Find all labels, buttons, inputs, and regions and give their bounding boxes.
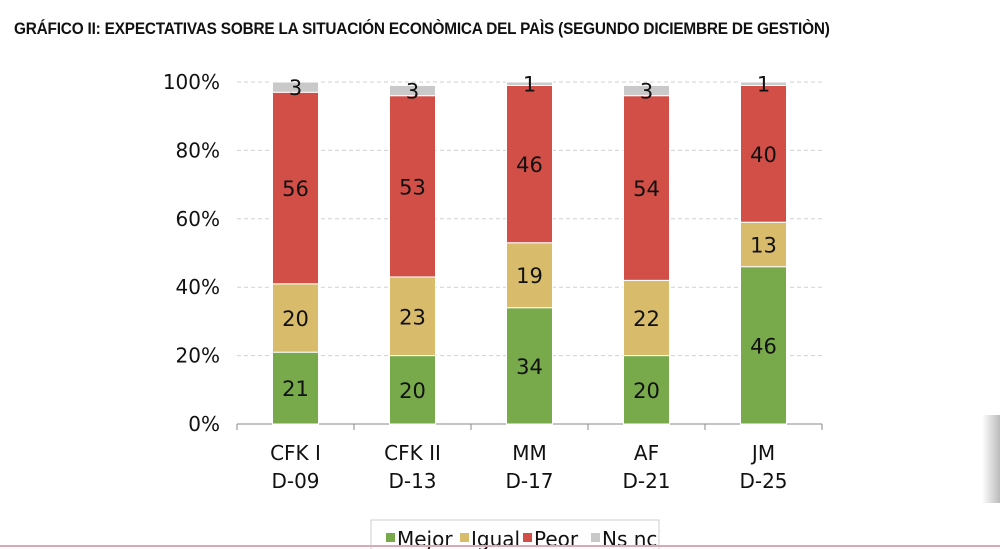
- data-label: 3: [406, 80, 419, 104]
- bar-segment: [272, 91, 319, 285]
- y-tick-label: 20%: [176, 344, 220, 368]
- y-tick-label: 60%: [176, 207, 220, 231]
- bar-segment: [623, 84, 670, 97]
- x-tick-label: D-17: [505, 469, 553, 493]
- x-tick-label: D-25: [739, 469, 787, 493]
- divider: [0, 545, 1000, 547]
- y-tick-label: 100%: [163, 70, 220, 94]
- bar-segment: [740, 84, 787, 223]
- bar-segment: [623, 355, 670, 425]
- x-tick-label: D-21: [622, 469, 670, 493]
- x-tick-label: MM: [512, 441, 547, 465]
- y-tick-label: 80%: [176, 138, 220, 162]
- bar-segment: [506, 242, 553, 309]
- data-label: 19: [516, 264, 543, 288]
- legend-label: Mejor: [397, 527, 453, 549]
- data-label: 22: [633, 307, 660, 331]
- legend-label: Peor: [534, 527, 579, 549]
- data-label: 54: [633, 177, 660, 201]
- legend-swatch: [591, 533, 600, 542]
- legend-label: Igual: [471, 527, 520, 549]
- legend-swatch: [386, 533, 395, 542]
- bar-segment: [389, 95, 436, 278]
- legend-label: Ns nc: [602, 527, 657, 549]
- bar-segment: [623, 279, 670, 357]
- data-label: 23: [399, 305, 426, 329]
- bar-segment: [389, 84, 436, 97]
- bar-segment: [272, 81, 319, 93]
- x-tick-label: CFK II: [384, 441, 441, 465]
- bar-segment: [740, 221, 787, 268]
- legend-box: [370, 519, 660, 549]
- x-tick-label: D-09: [271, 469, 319, 493]
- data-label: 21: [282, 377, 309, 401]
- bar-segment: [506, 81, 553, 86]
- bar-segment: [623, 95, 670, 281]
- side-decoration: [982, 415, 1000, 503]
- bar-segment: [389, 276, 436, 357]
- bar-segment: [740, 266, 787, 425]
- x-tick-label: AF: [634, 441, 659, 465]
- data-label: 3: [640, 80, 653, 104]
- data-label: 56: [282, 177, 309, 201]
- bar-segment: [272, 283, 319, 353]
- data-label: 1: [523, 73, 536, 97]
- legend-swatch: [523, 533, 532, 542]
- legend-swatch: [460, 533, 469, 542]
- data-label: 20: [633, 379, 660, 403]
- bar-segment: [506, 84, 553, 244]
- data-label: 40: [750, 143, 777, 167]
- x-tick-label: D-13: [388, 469, 436, 493]
- data-label: 46: [516, 153, 543, 177]
- data-label: 20: [399, 379, 426, 403]
- data-label: 53: [399, 175, 426, 199]
- data-label: 1: [757, 73, 770, 97]
- x-tick-label: CFK I: [270, 441, 321, 465]
- bar-segment: [740, 81, 787, 86]
- data-label: 3: [289, 76, 302, 100]
- bar-segment: [272, 351, 319, 425]
- data-label: 13: [750, 233, 777, 257]
- data-label: 34: [516, 355, 543, 379]
- chart-title: GRÁFICO II: EXPECTATIVAS SOBRE LA SITUAC…: [14, 20, 830, 38]
- data-label: 46: [750, 334, 777, 358]
- bar-segment: [389, 355, 436, 425]
- y-tick-label: 0%: [188, 412, 220, 436]
- y-tick-label: 40%: [176, 275, 220, 299]
- data-label: 20: [282, 307, 309, 331]
- x-tick-label: JM: [750, 441, 775, 465]
